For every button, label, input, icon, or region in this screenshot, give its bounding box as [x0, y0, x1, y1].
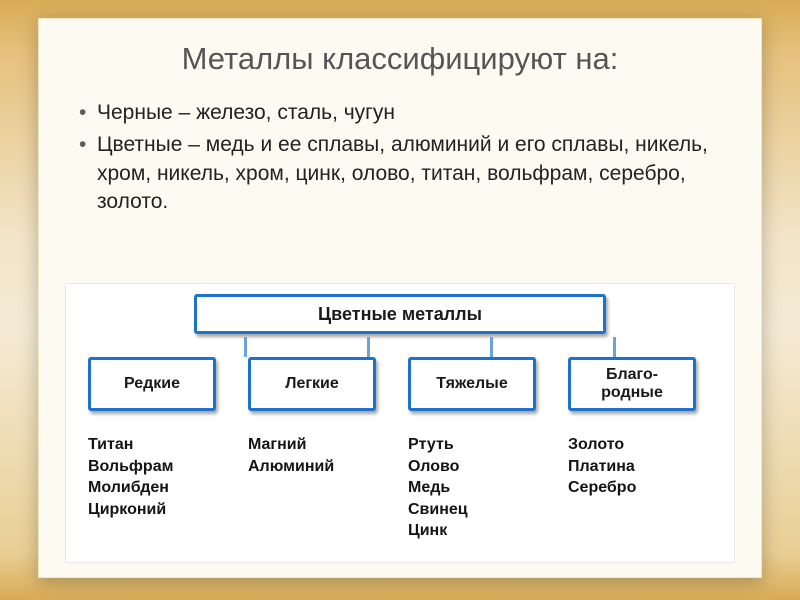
diagram-panel: Цветные металлы Редкие Легкие Тяжелые Бл… — [65, 283, 735, 563]
diagram-category-label: Легкие — [285, 375, 339, 393]
diagram-category-node: Тяжелые — [408, 357, 536, 411]
diagram-category-label: Редкие — [124, 375, 180, 393]
diagram-category-node: Редкие — [88, 357, 216, 411]
diagram-category-node: Благо- родные — [568, 357, 696, 411]
connector — [490, 337, 493, 357]
diagram-category-node: Легкие — [248, 357, 376, 411]
bullet-item: Черные – железо, сталь, чугун — [75, 99, 733, 127]
diagram-category-label: Тяжелые — [436, 375, 507, 393]
connector — [613, 337, 616, 357]
slide: Металлы классифицируют на: Черные – желе… — [38, 18, 762, 578]
slide-title: Металлы классифицируют на: — [67, 41, 733, 77]
diagram-examples: Титан Вольфрам Молибден Цирконий — [88, 434, 173, 520]
diagram-examples: Магний Алюминий — [248, 434, 334, 477]
diagram-category-label: Благо- родные — [601, 366, 663, 402]
diagram-root-node: Цветные металлы — [194, 294, 606, 334]
diagram-examples: Золото Платина Серебро — [568, 434, 636, 499]
bullet-item: Цветные – медь и ее сплавы, алюминий и е… — [75, 131, 733, 216]
bullet-list: Черные – железо, сталь, чугун Цветные – … — [67, 99, 733, 216]
connector — [244, 337, 247, 357]
diagram-root-label: Цветные металлы — [318, 304, 482, 325]
connector — [367, 337, 370, 357]
diagram-examples: Ртуть Олово Медь Свинец Цинк — [408, 434, 468, 542]
diagram-inner: Цветные металлы Редкие Легкие Тяжелые Бл… — [66, 284, 734, 562]
